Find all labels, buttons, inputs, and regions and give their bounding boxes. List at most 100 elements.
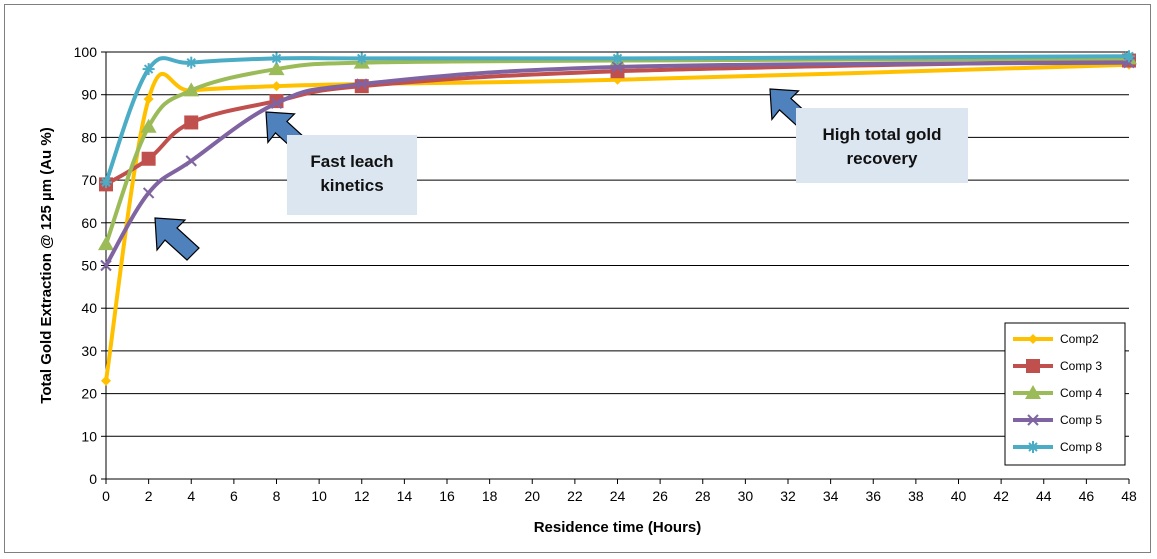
legend-label: Comp2 [1060,332,1099,346]
callout-text: kinetics [320,176,383,195]
data-point [355,52,368,65]
data-point [141,151,156,166]
data-point [356,78,368,90]
x-tick-label: 20 [524,488,540,504]
legend: Comp2 Comp 3 Comp 4 Comp 5 Comp 8 [1004,322,1126,466]
callout-box-bg [287,135,417,215]
data-point [142,187,155,199]
legend-entry: Comp2 [1013,332,1099,346]
x-axis-title: Residence time (Hours) [534,519,702,536]
y-tick-label: 40 [81,300,97,316]
x-tick-label: 4 [187,488,195,504]
y-tick-label: 60 [81,215,97,231]
x-tick-label: 46 [1079,488,1095,504]
x-tick-label: 10 [311,488,327,504]
series-line [104,62,1130,382]
legend-entry: Comp 5 [1013,413,1102,427]
data-point-stroke [270,97,283,109]
y-tick-label: 80 [81,129,97,145]
data-point [185,56,198,69]
data-point [270,97,283,109]
y-tick-label: 100 [74,44,98,60]
x-tick-label: 42 [993,488,1009,504]
legend-label: Comp 5 [1060,413,1102,427]
data-point [268,61,285,76]
y-tick-label: 10 [81,428,97,444]
x-tick-label: 0 [102,488,110,504]
x-tick-label: 14 [397,488,413,504]
y-tick-label: 0 [89,471,97,487]
gridlines [106,51,1129,437]
x-tick-label: 24 [610,488,626,504]
x-tick-label: 48 [1121,488,1137,504]
x-tick-label: 32 [780,488,796,504]
x-tick-label: 2 [145,488,153,504]
data-point-stroke [356,78,368,90]
x-tick-label: 34 [823,488,839,504]
callouts: Fast leach kinetics High total gold recover… [154,88,968,261]
series-comp-8 [100,50,1135,189]
x-tick-label: 38 [908,488,924,504]
legend-label: Comp 8 [1060,440,1102,454]
x-tick-label: 18 [482,488,498,504]
x-tick-label: 22 [567,488,583,504]
y-axis-title: Total Gold Extraction @ 125 µm (Au %) [38,127,55,403]
y-tick-label: 20 [81,386,97,402]
callout-box: Fast leach kinetics [287,135,417,215]
callout-text: High total gold [823,125,942,144]
y-tick-label: 30 [81,343,97,359]
data-point [98,236,114,251]
data-point [611,61,624,73]
legend-marker-stroke [1027,414,1039,426]
data-point [1123,50,1135,63]
data-point [185,155,197,167]
callout-text: recovery [847,149,918,168]
data-point [271,81,282,92]
callout-arrow-icon [154,217,200,261]
y-tick-label: 50 [81,258,97,274]
data-point [100,259,112,272]
legend-marker [1028,334,1038,344]
x-tick-label: 6 [230,488,238,504]
legend-entry: Comp 8 [1013,440,1102,454]
legend-marker [1027,441,1039,453]
y-tick-label: 70 [81,172,97,188]
x-tick-label: 12 [354,488,370,504]
legend-entry: Comp 4 [1013,385,1102,400]
data-point-stroke [100,259,112,272]
data-point [142,63,155,76]
data-point [183,82,200,97]
legend-label: Comp 3 [1060,359,1102,373]
data-point [184,115,199,130]
x-tick-label: 44 [1036,488,1052,504]
y-tick-label: 90 [81,87,97,103]
x-tick-label: 40 [951,488,967,504]
data-point-stroke [142,187,155,199]
legend-marker [1026,359,1040,373]
x-tick-label: 30 [738,488,754,504]
data-point [611,52,624,65]
callout-text: Fast leach [310,152,393,171]
x-tick-label: 36 [865,488,881,504]
legend-marker [1027,414,1039,426]
data-point [270,52,283,65]
x-tick-label: 16 [439,488,455,504]
data-point [140,118,157,133]
data-point [143,93,154,104]
data-point-stroke [611,61,624,73]
legend-marker [1025,385,1041,399]
data-point [100,176,112,189]
x-tick-label: 28 [695,488,711,504]
legend-label: Comp 4 [1060,386,1102,400]
series-line [104,60,1130,267]
data-point-stroke [185,155,197,167]
x-tick-label: 26 [652,488,668,504]
series-comp-5 [100,56,1135,272]
x-tick-label: 8 [273,488,281,504]
series-layer [98,50,1137,386]
callout-box: High total gold recovery [796,108,968,183]
callout-box-bg [796,108,968,183]
legend-entry: Comp 3 [1013,359,1102,373]
